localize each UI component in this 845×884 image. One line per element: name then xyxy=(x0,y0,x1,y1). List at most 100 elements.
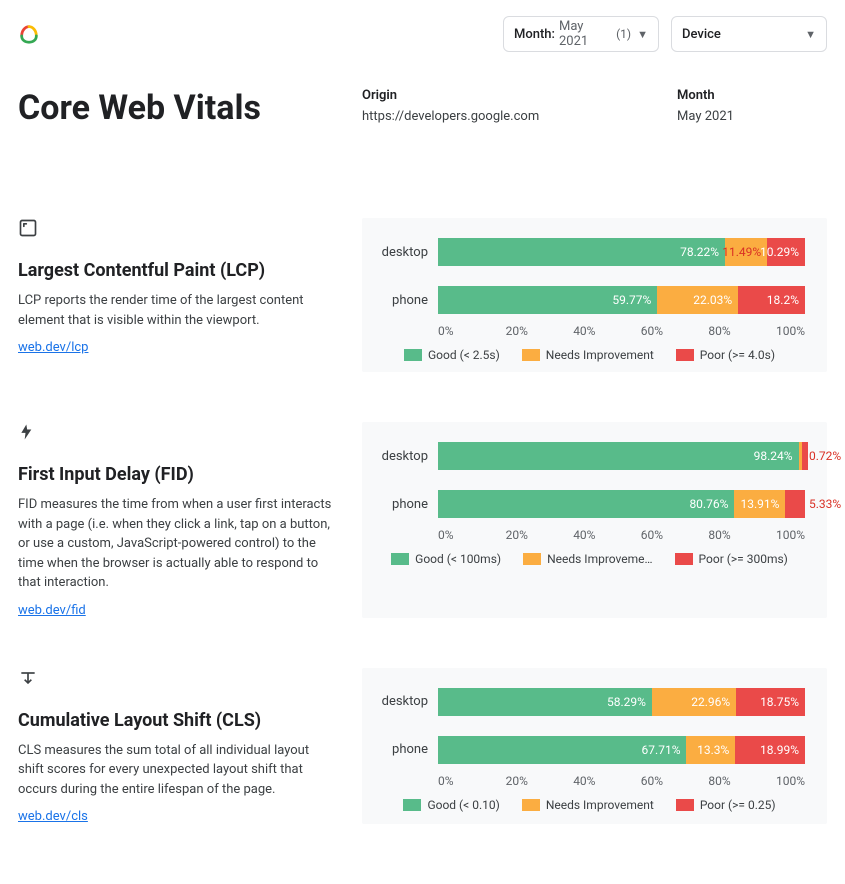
segment-needs-improvement: 13.91% xyxy=(734,490,785,518)
metric-description: LCP reports the render time of the large… xyxy=(18,291,338,330)
axis-tick: 100% xyxy=(776,324,805,338)
page-title: Core Web Vitals xyxy=(18,88,338,128)
category-label: phone xyxy=(374,293,438,308)
segment-good: 98.24% xyxy=(438,442,799,470)
month-filter-value: May 2021 xyxy=(559,19,600,49)
metric-section-cls: Cumulative Layout Shift (CLS)CLS measure… xyxy=(18,668,827,825)
metric-link[interactable]: web.dev/cls xyxy=(18,809,88,824)
metric-link[interactable]: web.dev/lcp xyxy=(18,340,88,355)
month-value: May 2021 xyxy=(677,109,827,124)
segment-poor-bar xyxy=(785,490,805,518)
metric-chart: desktop98.24%0.72% phone80.76%13.91%5.33%… xyxy=(362,422,827,618)
category-label: phone xyxy=(374,497,438,512)
device-filter-dropdown[interactable]: Device ▼ xyxy=(671,16,827,52)
legend-item-needs-improvement: Needs Improvement xyxy=(522,798,654,812)
origin-value: https://developers.google.com xyxy=(362,109,653,124)
metric-link[interactable]: web.dev/fid xyxy=(18,603,86,618)
chevron-down-icon: ▼ xyxy=(805,28,816,41)
axis-tick: 60% xyxy=(641,528,709,542)
legend-swatch xyxy=(391,553,409,565)
axis-tick: 60% xyxy=(641,324,709,338)
legend-swatch xyxy=(676,799,694,811)
legend-swatch xyxy=(522,349,540,361)
legend-swatch xyxy=(522,799,540,811)
origin-heading: Origin xyxy=(362,88,653,103)
legend-label: Poor (>= 300ms) xyxy=(699,552,788,566)
lcp-icon xyxy=(18,218,338,242)
metric-section-fid: First Input Delay (FID) FID measures the … xyxy=(18,422,827,618)
axis-tick: 60% xyxy=(641,774,709,788)
month-filter-dropdown[interactable]: Month: May 2021 (1) ▼ xyxy=(503,16,659,52)
chart-legend: Good (< 2.5s)Needs ImprovementPoor (>= 4… xyxy=(374,348,805,362)
header: Core Web Vitals Origin https://developer… xyxy=(18,88,827,128)
month-filter-label: Month: xyxy=(514,27,555,42)
top-controls: Month: May 2021 (1) ▼ Device ▼ xyxy=(503,16,827,52)
legend-item-poor: Poor (>= 0.25) xyxy=(676,798,776,812)
bar-track: 98.24%0.72% xyxy=(438,442,805,470)
segment-good: 80.76% xyxy=(438,490,734,518)
chart-row: phone59.77%22.03%18.2% xyxy=(374,284,805,316)
segment-poor: 18.2% xyxy=(738,286,805,314)
segment-needs-improvement: 13.3% xyxy=(686,736,735,764)
axis-tick: 80% xyxy=(708,528,776,542)
segment-good: 67.71% xyxy=(438,736,686,764)
axis-tick: 0% xyxy=(438,528,506,542)
axis-tick: 40% xyxy=(573,324,641,338)
metric-chart: desktop78.22%11.49%10.29%phone59.77%22.0… xyxy=(362,218,827,372)
month-block: Month May 2021 xyxy=(677,88,827,124)
axis-tick: 100% xyxy=(776,528,805,542)
axis-tick: 80% xyxy=(708,324,776,338)
segment-poor: 18.75% xyxy=(736,688,805,716)
segment-poor-bar xyxy=(802,442,808,470)
bar-track: 78.22%11.49%10.29% xyxy=(438,238,805,266)
metric-info: First Input Delay (FID) FID measures the … xyxy=(18,422,338,618)
bar-track: 67.71%13.3%18.99% xyxy=(438,736,805,764)
legend-item-needs-improvement: Needs Improvement xyxy=(522,348,654,362)
chart-row: phone67.71%13.3%18.99% xyxy=(374,734,805,766)
legend-label: Poor (>= 0.25) xyxy=(700,798,776,812)
legend-swatch xyxy=(676,349,694,361)
legend-item-good: Good (< 100ms) xyxy=(391,552,501,566)
segment-poor: 5.33% xyxy=(805,490,845,518)
axis-tick: 0% xyxy=(438,774,506,788)
axis-tick: 20% xyxy=(506,774,574,788)
legend-swatch xyxy=(404,349,422,361)
cls-icon xyxy=(18,668,338,692)
metric-chart: desktop58.29%22.96%18.75%phone67.71%13.3… xyxy=(362,668,827,825)
x-axis: 0%20%40%60%80%100% xyxy=(438,774,805,788)
month-filter-count: (1) xyxy=(600,27,631,41)
bar-track: 59.77%22.03%18.2% xyxy=(438,286,805,314)
segment-needs-improvement: 22.96% xyxy=(652,688,736,716)
metric-description: CLS measures the sum total of all indivi… xyxy=(18,741,338,800)
category-label: desktop xyxy=(374,449,438,464)
category-label: phone xyxy=(374,742,438,757)
x-axis: 0%20%40%60%80%100% xyxy=(438,324,805,338)
bar-track: 80.76%13.91%5.33% xyxy=(438,490,805,518)
legend-label: Needs Improvement xyxy=(546,348,654,362)
month-heading: Month xyxy=(677,88,827,103)
fid-icon xyxy=(18,422,338,446)
chevron-down-icon: ▼ xyxy=(637,28,648,41)
legend-item-poor: Poor (>= 4.0s) xyxy=(676,348,775,362)
chart-legend: Good (< 0.10)Needs ImprovementPoor (>= 0… xyxy=(374,798,805,812)
legend-label: Needs Improvement xyxy=(546,798,654,812)
legend-swatch xyxy=(523,553,541,565)
top-bar: Month: May 2021 (1) ▼ Device ▼ xyxy=(18,12,827,56)
metric-description: FID measures the time from when a user f… xyxy=(18,495,338,593)
segment-needs-improvement: 22.03% xyxy=(657,286,738,314)
legend-item-needs-improvement: Needs Improveme… xyxy=(523,552,652,566)
segment-good: 58.29% xyxy=(438,688,652,716)
segment-poor: 10.29% xyxy=(767,238,805,266)
segment-good: 78.22% xyxy=(438,238,725,266)
chart-row: phone80.76%13.91%5.33% xyxy=(374,488,805,520)
device-filter-label: Device xyxy=(682,27,721,42)
legend-swatch xyxy=(403,799,421,811)
metric-title: First Input Delay (FID) xyxy=(18,464,338,485)
chart-legend: Good (< 100ms) Needs Improveme… Poor (>= 3… xyxy=(374,552,805,566)
bar-track: 58.29%22.96%18.75% xyxy=(438,688,805,716)
metric-info: Largest Contentful Paint (LCP) LCP report… xyxy=(18,218,338,372)
metric-title: Largest Contentful Paint (LCP) xyxy=(18,260,338,281)
axis-tick: 0% xyxy=(438,324,506,338)
segment-poor: 18.99% xyxy=(735,736,805,764)
axis-tick: 20% xyxy=(506,528,574,542)
